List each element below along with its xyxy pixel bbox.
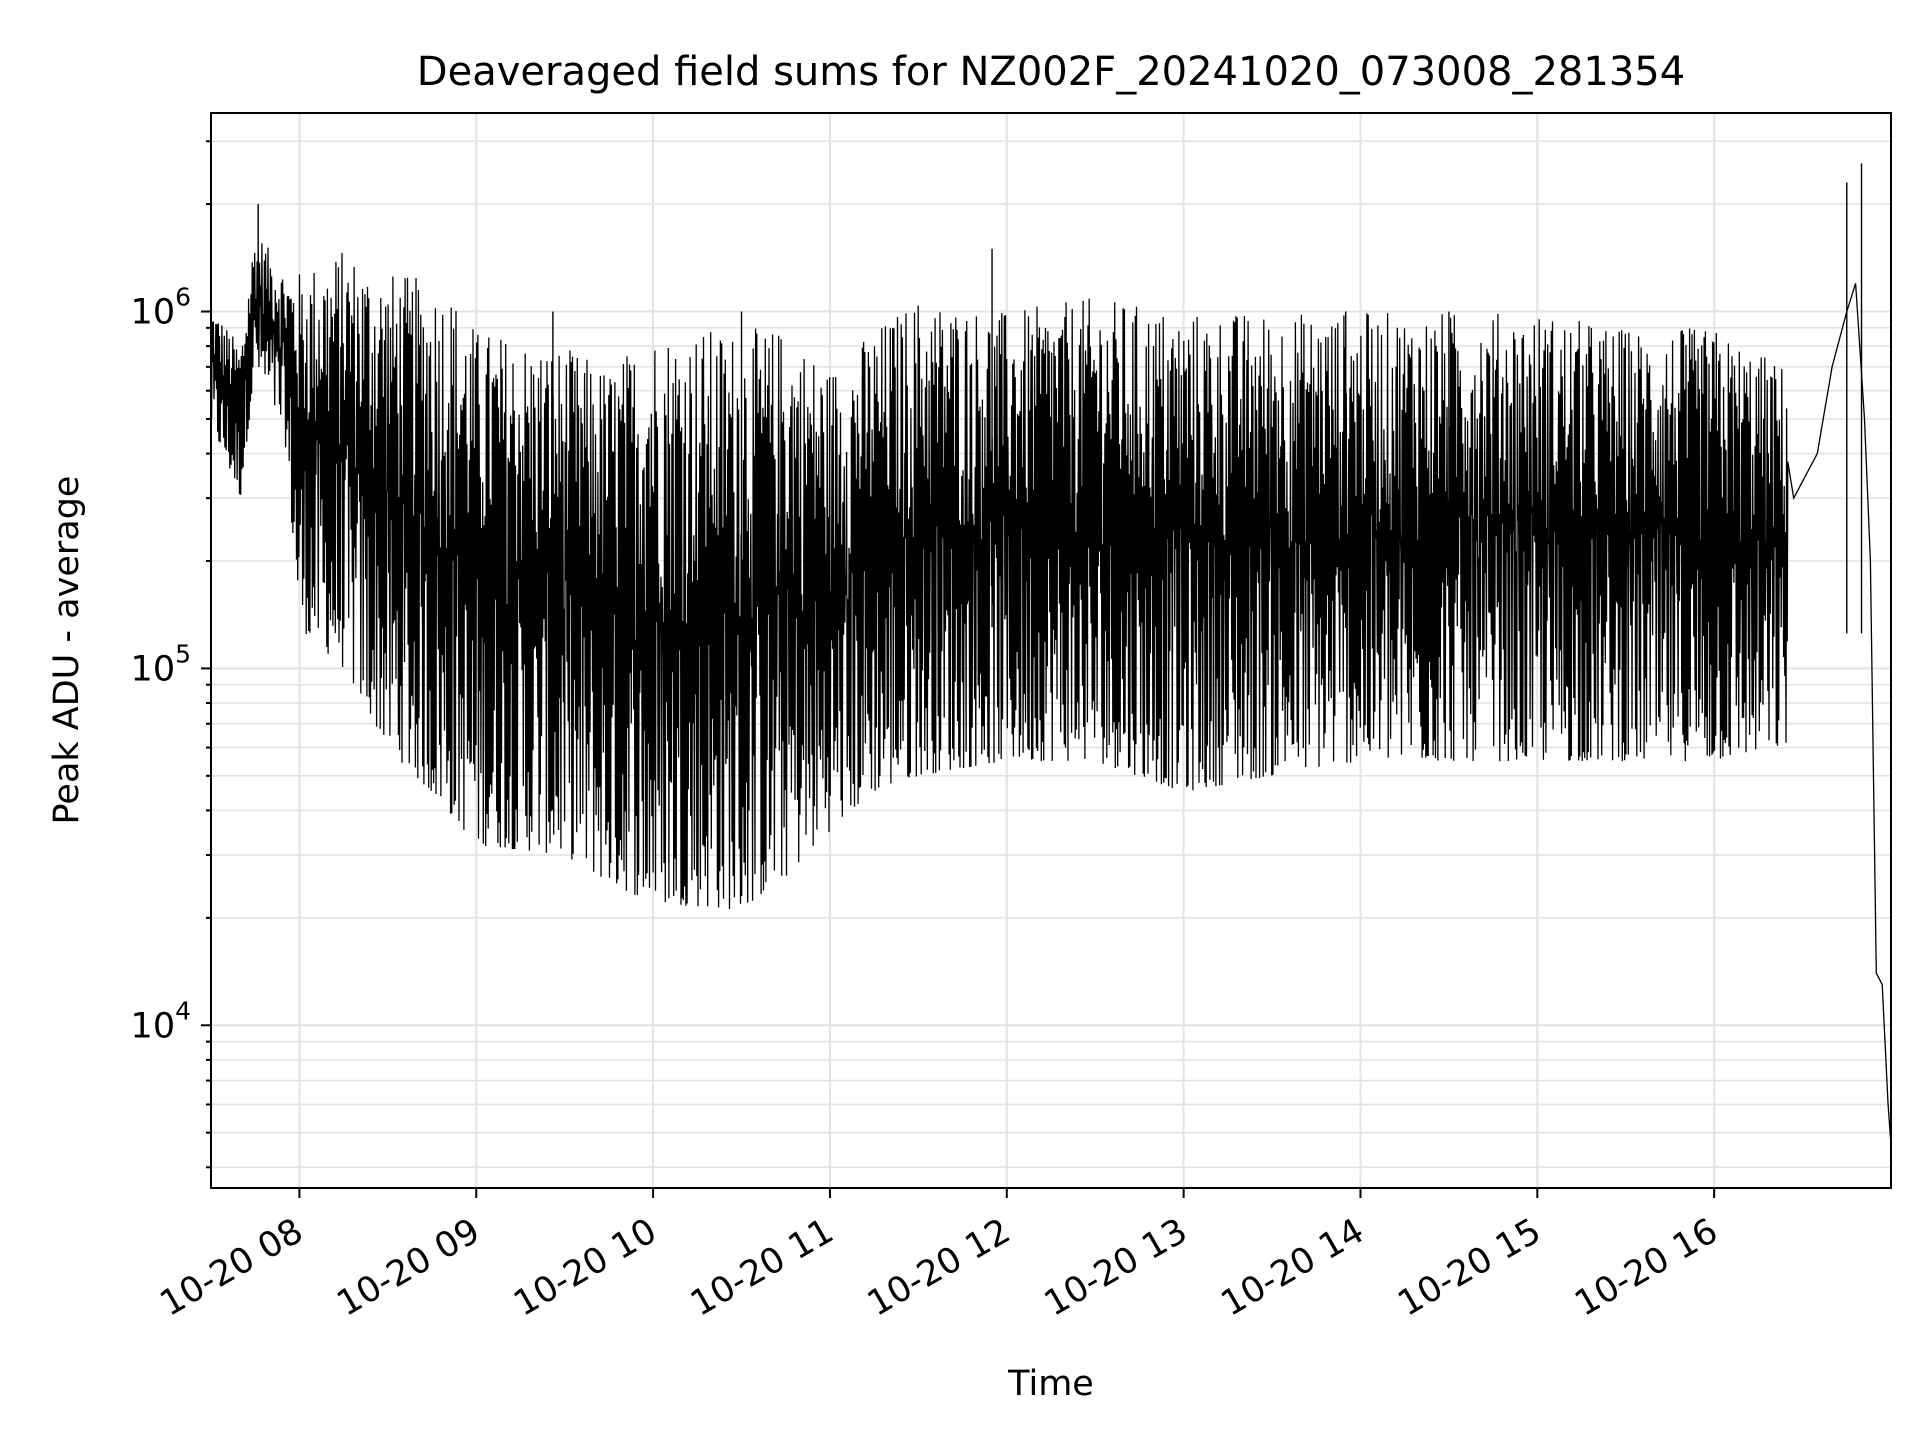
y-tick-label: 104	[131, 996, 191, 1046]
x-tick-label: 10-20 08	[154, 1211, 310, 1324]
series-line	[210, 243, 1892, 1146]
y-tick-label: 106	[131, 283, 191, 333]
y-tick-label: 105	[131, 639, 191, 689]
chart-title: Deaveraged field sums for NZ002F_2024102…	[417, 49, 1685, 95]
x-tick-label: 10-20 09	[330, 1211, 486, 1324]
x-tick-label: 10-20 13	[1038, 1211, 1194, 1324]
data-layer	[210, 163, 1892, 1146]
x-tick-label: 10-20 14	[1215, 1211, 1371, 1324]
y-axis-label: Peak ADU - average	[47, 476, 87, 825]
x-tick-label: 10-20 12	[861, 1211, 1017, 1324]
x-axis-label: Time	[1007, 1364, 1094, 1404]
x-tick-label: 10-20 10	[507, 1211, 663, 1324]
x-tick-label: 10-20 15	[1392, 1211, 1548, 1324]
plot-frame	[210, 112, 1892, 1189]
x-tick-label: 10-20 11	[684, 1211, 840, 1324]
x-tick-label: 10-20 16	[1568, 1211, 1724, 1324]
